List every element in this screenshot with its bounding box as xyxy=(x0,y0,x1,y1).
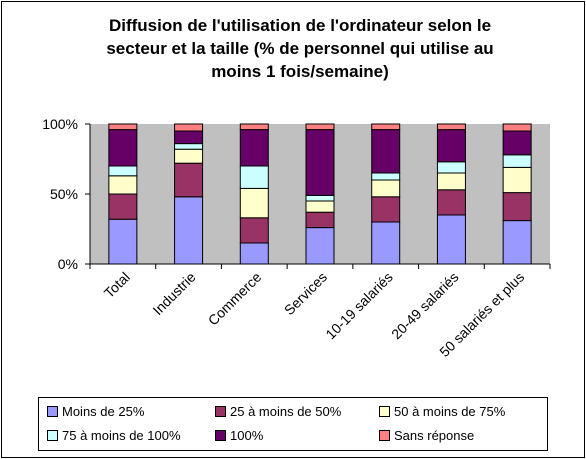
legend-item: Moins de 25% xyxy=(47,401,144,421)
bar-segment xyxy=(174,196,204,265)
bar-segment xyxy=(436,129,466,163)
x-tick-label: Industrie xyxy=(149,269,198,318)
bar-segment xyxy=(436,123,466,131)
bar-segment xyxy=(502,220,532,265)
bar-segment xyxy=(305,194,335,202)
bar-segment xyxy=(108,129,138,167)
bar-segment xyxy=(371,123,401,131)
y-tick-label: 50% xyxy=(50,186,78,202)
legend-swatch xyxy=(47,429,58,441)
bar-segment xyxy=(174,123,204,132)
chart-title: Diffusion de l'utilisation de l'ordinate… xyxy=(106,16,494,81)
y-tick-label: 100% xyxy=(42,116,78,132)
legend-item: 50 à moins de 75% xyxy=(379,401,505,421)
bar-segment xyxy=(371,179,401,198)
bar-segment xyxy=(239,217,269,244)
bar-segment xyxy=(108,193,138,220)
bar-segment xyxy=(371,172,401,181)
bar-segment xyxy=(371,129,401,174)
bar-segment xyxy=(174,130,204,145)
bar-segment xyxy=(174,143,204,150)
legend-swatch xyxy=(379,405,390,417)
bar-segment xyxy=(371,221,401,265)
bar-segment xyxy=(305,200,335,213)
bar-segment xyxy=(174,162,204,198)
bar-segment xyxy=(108,123,138,131)
bar-segment xyxy=(502,192,532,222)
bar-segment xyxy=(436,189,466,216)
legend-label: 100% xyxy=(230,427,264,443)
bar-segment xyxy=(502,130,532,156)
legend-swatch xyxy=(379,429,390,441)
bar-segment xyxy=(174,148,204,164)
legend-swatch xyxy=(47,405,58,417)
legend-item: 75 à moins de 100% xyxy=(47,425,181,445)
legend-swatch xyxy=(215,405,226,417)
x-tick-label: Total xyxy=(101,269,133,301)
y-axis-ticks: 0% 50% 100% xyxy=(42,116,90,272)
bar-segment xyxy=(305,227,335,265)
chart-legend: Moins de 25% 25 à moins de 50% 50 à moins … xyxy=(38,397,548,451)
legend-label: Moins de 25% xyxy=(62,403,145,419)
bar-segment xyxy=(239,187,269,219)
bar-segment xyxy=(305,129,335,196)
legend-swatch xyxy=(215,429,226,441)
bar-segment xyxy=(108,175,138,195)
x-tick-label: Services xyxy=(281,269,330,318)
bar-segment xyxy=(502,166,532,194)
legend-item: Sans réponse xyxy=(379,425,474,445)
bar-segment xyxy=(239,129,269,167)
legend-label: 50 à moins de 75% xyxy=(394,403,506,419)
legend-item: 25 à moins de 50% xyxy=(215,401,341,421)
bar-segment xyxy=(305,211,335,229)
bar-segment xyxy=(371,196,401,223)
bar-segment xyxy=(436,214,466,265)
bar-segment xyxy=(108,165,138,177)
bar-segment xyxy=(502,123,532,132)
legend-label: 25 à moins de 50% xyxy=(230,403,342,419)
x-tick-label: 10-19 salariés xyxy=(322,269,395,342)
bar-segment xyxy=(436,161,466,174)
bar-segment xyxy=(239,242,269,265)
bar-segment xyxy=(239,165,269,189)
bar-segment xyxy=(108,218,138,265)
x-tick-label: 20-49 salariés xyxy=(388,269,461,342)
legend-item: 100% xyxy=(215,425,263,445)
legend-label: Sans réponse xyxy=(394,427,475,443)
y-tick-label: 0% xyxy=(58,256,78,272)
x-tick-label: Commerce xyxy=(205,269,265,329)
bar-segment xyxy=(239,123,269,131)
bar-stacks xyxy=(108,123,532,265)
bar-segment xyxy=(502,154,532,168)
bar-segment xyxy=(436,172,466,191)
legend-label: 75 à moins de 100% xyxy=(62,427,181,443)
bar-segment xyxy=(305,123,335,131)
